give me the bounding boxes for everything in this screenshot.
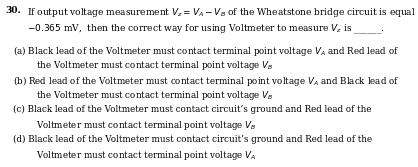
Text: (b) Red lead of the Voltmeter must contact terminal point voltage $V_A$ and Blac: (b) Red lead of the Voltmeter must conta… bbox=[13, 74, 399, 88]
Text: If output voltage measurement $V_z = V_A - V_B$ of the Wheatstone bridge circuit: If output voltage measurement $V_z = V_A… bbox=[27, 6, 418, 19]
Text: the Voltmeter must contact terminal point voltage $V_B$: the Voltmeter must contact terminal poin… bbox=[36, 59, 273, 72]
Text: (d) Black lead of the Voltmeter must contact circuit’s ground and Red lead of th: (d) Black lead of the Voltmeter must con… bbox=[13, 134, 372, 144]
Text: Voltmeter must contact terminal point voltage $V_A$: Voltmeter must contact terminal point vo… bbox=[36, 149, 256, 162]
Text: Voltmeter must contact terminal point voltage $V_B$: Voltmeter must contact terminal point vo… bbox=[36, 119, 256, 132]
Text: 30.: 30. bbox=[5, 6, 21, 15]
Text: $-0.365$ mV,  then the correct way for using Voltmeter to measure $V_z$ is _____: $-0.365$ mV, then the correct way for us… bbox=[27, 23, 385, 36]
Text: (c) Black lead of the Voltmeter must contact circuit’s ground and Red lead of th: (c) Black lead of the Voltmeter must con… bbox=[13, 104, 371, 114]
Text: (a) Black lead of the Voltmeter must contact terminal point voltage $V_A$ and Re: (a) Black lead of the Voltmeter must con… bbox=[13, 44, 399, 58]
Text: the Voltmeter must contact terminal point voltage $V_B$: the Voltmeter must contact terminal poin… bbox=[36, 89, 273, 102]
